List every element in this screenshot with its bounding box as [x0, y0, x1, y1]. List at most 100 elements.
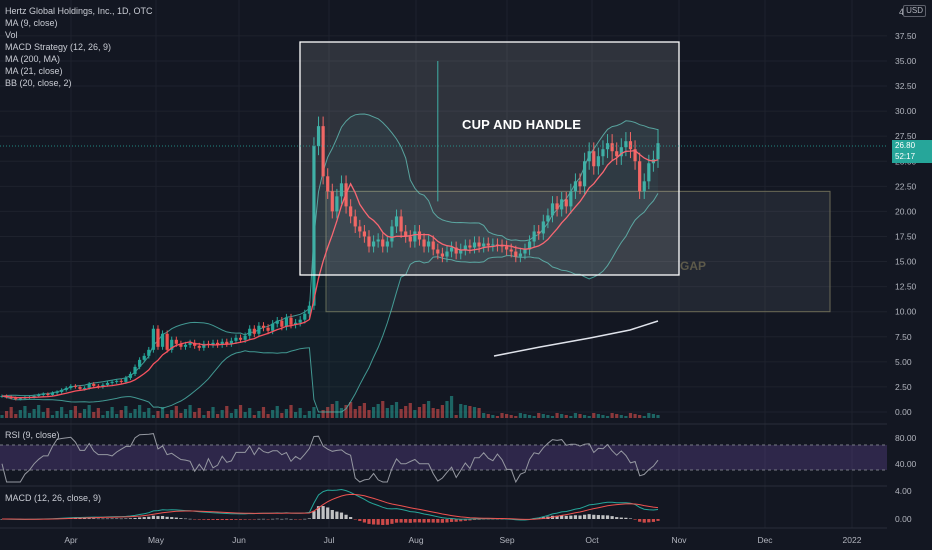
- volume-bar: [50, 415, 55, 418]
- volume-bar: [647, 413, 651, 418]
- volume-bar: [115, 414, 119, 418]
- volume-bar: [417, 407, 422, 418]
- price-tick-label: 0.00: [895, 407, 912, 417]
- macd-histogram-bar: [592, 514, 596, 519]
- candle-body: [385, 241, 389, 247]
- volume-bar: [477, 408, 481, 418]
- candlesticks[interactable]: [0, 60, 660, 401]
- volume-bar: [491, 415, 495, 418]
- legend-ma21[interactable]: MA (21, close): [5, 66, 63, 76]
- price-tick-label: 27.50: [895, 131, 917, 141]
- macd-histogram-bar: [275, 518, 279, 520]
- candle-body: [427, 241, 431, 247]
- macd-histogram-bar: [151, 515, 155, 519]
- macd-histogram-bar: [110, 518, 114, 520]
- volume-bar: [275, 406, 279, 418]
- bb-lower: [1, 193, 659, 413]
- trend-path: [493, 320, 659, 357]
- macd-histogram-bar: [642, 519, 646, 523]
- time-axis[interactable]: Apr May Jun Jul Aug Sep Oct Nov Dec 2022: [64, 535, 861, 545]
- candle-body: [422, 239, 426, 247]
- volume-bar: [14, 414, 18, 418]
- axis-partial-value: 4: [898, 7, 904, 17]
- candle-body: [339, 183, 344, 197]
- candle-body: [449, 247, 454, 252]
- volume-bar: [628, 413, 633, 418]
- legend-ma200[interactable]: MA (200, MA): [5, 54, 61, 64]
- candle-body: [619, 147, 623, 157]
- currency-badge[interactable]: USD: [903, 5, 926, 17]
- legend-vol[interactable]: Vol: [5, 30, 18, 40]
- price-tick-label: 17.50: [895, 231, 917, 241]
- candle-body: [647, 163, 651, 182]
- cup-and-handle-box[interactable]: [299, 41, 680, 276]
- price-axis[interactable]: 37.5035.0032.5030.0027.5025.0022.5020.00…: [887, 0, 932, 550]
- volume-bar: [615, 414, 619, 418]
- candle-body: [105, 382, 110, 385]
- symbol-title[interactable]: Hertz Global Holdings, Inc., 1D, OTC: [5, 6, 153, 16]
- cup-and-handle-label[interactable]: CUP AND HANDLE: [462, 117, 582, 132]
- volume-bar: [449, 396, 454, 418]
- candle-body: [436, 249, 440, 254]
- volume-bar: [293, 412, 298, 418]
- volume-bar: [619, 415, 623, 418]
- candle-body: [638, 161, 642, 192]
- volume-bar: [358, 406, 362, 418]
- legend-bb[interactable]: BB (20, close, 2): [5, 78, 72, 88]
- candle-body: [454, 247, 458, 254]
- candle-body: [353, 216, 357, 227]
- candle-body: [316, 126, 321, 147]
- macd-histogram-bar: [427, 519, 431, 523]
- volume-bar: [431, 408, 435, 418]
- macd-histogram-bar: [211, 519, 215, 520]
- macd-histogram-bar: [605, 515, 610, 519]
- macd-histogram-bar: [105, 518, 110, 520]
- macd-histogram-bar: [316, 506, 321, 519]
- candle-body: [220, 341, 224, 345]
- candle-body: [518, 253, 522, 257]
- legend-ma9[interactable]: MA (9, close): [5, 18, 58, 28]
- volume-bar: [23, 406, 27, 418]
- candle-body: [271, 323, 275, 331]
- volume-bar: [261, 407, 266, 418]
- volume-bar: [601, 415, 605, 418]
- candle-body: [110, 381, 114, 383]
- rsi-pane: [0, 433, 887, 484]
- macd-histogram-bar: [326, 507, 330, 519]
- macd-histogram-bar: [298, 519, 302, 520]
- rsi-label[interactable]: RSI (9, close): [5, 430, 60, 440]
- macd-histogram-bar: [160, 515, 165, 519]
- volume-bar: [486, 414, 490, 418]
- macd-histogram-bar: [344, 514, 348, 519]
- gap-label[interactable]: GAP: [680, 259, 707, 273]
- volume-bar: [248, 408, 252, 418]
- volume-bar: [463, 405, 467, 418]
- volume-bar: [284, 409, 289, 418]
- volume-bar: [546, 415, 550, 418]
- macd-histogram-bar: [587, 514, 591, 519]
- candle-body: [560, 199, 564, 210]
- macd-label[interactable]: MACD (12, 26, close, 9): [5, 493, 102, 503]
- candle-body: [505, 246, 509, 250]
- volume-bar: [468, 406, 472, 418]
- volume-bar: [211, 407, 215, 418]
- candle-body: [468, 245, 472, 248]
- macd-histogram-bar: [564, 515, 568, 519]
- candle-body: [569, 191, 573, 207]
- rsi-tick-label: 40.00: [895, 459, 917, 469]
- price-tick-label: 35.00: [895, 56, 917, 66]
- volume-bar: [151, 415, 155, 418]
- macd-histogram-bar: [583, 514, 587, 519]
- volume-bar: [459, 404, 463, 418]
- candle-body: [69, 385, 73, 388]
- candle-body: [482, 243, 486, 247]
- macd-histogram-bar: [628, 518, 633, 519]
- legend-macd-strategy[interactable]: MACD Strategy (12, 26, 9): [5, 42, 112, 52]
- trend-line[interactable]: [493, 320, 659, 357]
- candle-body: [486, 243, 490, 246]
- candle-body: [413, 231, 417, 242]
- candle-body: [211, 342, 215, 345]
- macd-histogram-bar: [569, 515, 573, 519]
- time-tick-label: Dec: [757, 535, 773, 545]
